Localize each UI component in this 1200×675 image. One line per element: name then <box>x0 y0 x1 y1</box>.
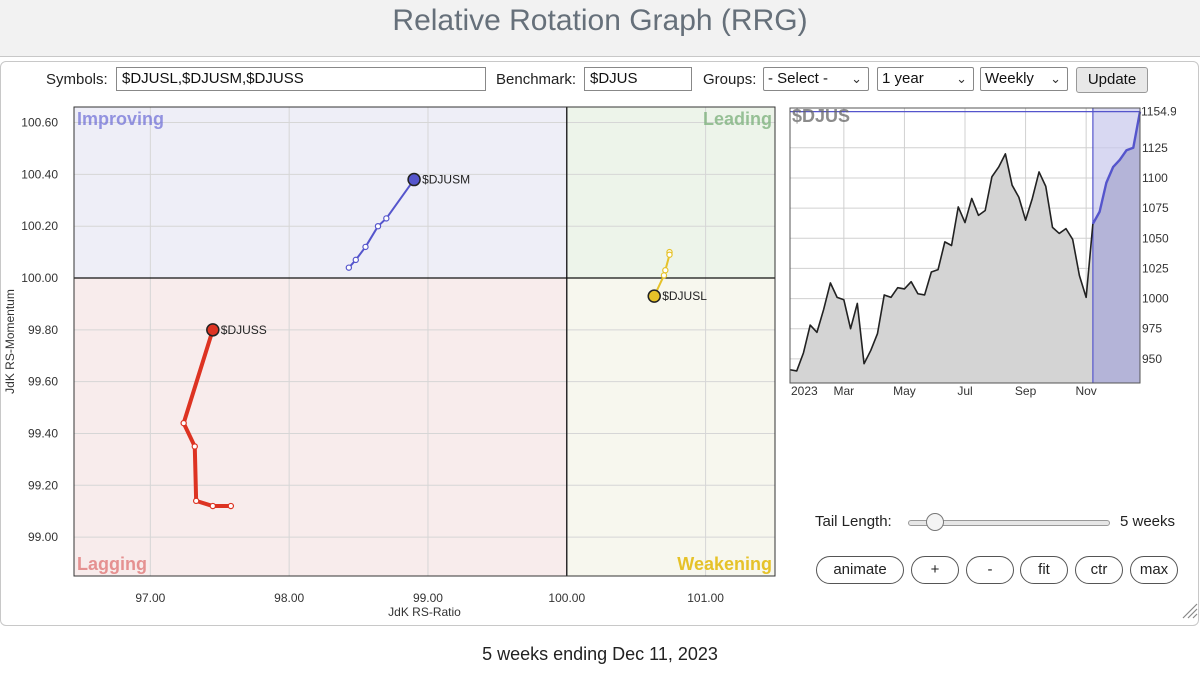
series-tail-point <box>374 222 382 230</box>
series-tail-point <box>352 256 359 264</box>
y-axis-title: JdK RS-Momentum <box>3 289 17 394</box>
price-y-tick-label: 1100 <box>1142 171 1168 185</box>
price-y-tick-label: 1025 <box>1142 261 1169 275</box>
benchmark-price-chart: 950 975 1000 1025 1050 1075 1100 1125 2023 Mar May… <box>789 105 1176 398</box>
series-tail-point <box>362 243 369 251</box>
rrg-chart: 97.00 98.00 99.00 100.00 101.00 99.00 99.20 99.… <box>3 106 776 619</box>
chevron-down-icon: ⌄ <box>851 71 862 86</box>
tail-length-label: Tail Length: <box>815 513 892 530</box>
series-head-point <box>407 172 421 187</box>
weakening-quadrant <box>566 278 775 576</box>
series-tail-point <box>191 443 198 450</box>
tail-slider-thumb[interactable] <box>926 513 945 531</box>
series-tail-point <box>660 272 668 279</box>
quadrant-label-weakening: Weakening <box>677 554 772 574</box>
tail-length-slider[interactable] <box>908 512 1112 532</box>
period-select[interactable]: 1 year ⌄ <box>877 67 974 91</box>
last-value-label: 1154.93 <box>1141 105 1176 119</box>
y-tick-label: 99.80 <box>28 323 58 337</box>
title-bar: Relative Rotation Graph (RRG) <box>0 0 1200 57</box>
x-tick-label: 99.00 <box>413 591 443 605</box>
price-x-tick-label: Sep <box>1015 384 1037 398</box>
series-tail-point <box>209 502 217 510</box>
series-tail-point <box>345 264 353 271</box>
x-axis-title: JdK RS-Ratio <box>388 605 461 619</box>
chevron-down-icon: ⌄ <box>1050 71 1061 86</box>
price-line-recent <box>1091 111 1142 225</box>
frequency-select-value: Weekly <box>985 70 1034 87</box>
price-line <box>789 153 1094 372</box>
y-tick-label: 100.00 <box>21 271 58 285</box>
price-x-tick-label: Nov <box>1075 384 1096 398</box>
price-x-tick-label: Jul <box>957 384 972 398</box>
quadrant-label-leading: Leading <box>703 109 772 129</box>
chevron-down-icon: ⌄ <box>956 71 967 86</box>
tail-slider-track[interactable] <box>908 520 1110 526</box>
y-tick-label: 99.40 <box>28 426 58 440</box>
price-x-tick-label: May <box>893 384 916 398</box>
update-button[interactable]: Update <box>1076 67 1148 93</box>
x-tick-label: 97.00 <box>135 591 165 605</box>
price-chart-title: $DJUS <box>792 106 850 126</box>
series-label: $DJUSS <box>221 323 267 337</box>
series-head-point <box>647 289 661 303</box>
series-label: $DJUSM <box>422 173 470 187</box>
quadrant-label-lagging: Lagging <box>77 554 147 574</box>
period-select-value: 1 year <box>882 70 924 87</box>
price-y-tick-label: 1050 <box>1142 231 1169 245</box>
series-tail-point <box>383 215 390 222</box>
series-tail-point <box>227 502 235 510</box>
x-tick-label: 101.00 <box>687 591 724 605</box>
price-plot-border <box>789 107 1141 384</box>
price-y-tick-label: 1125 <box>1142 141 1168 155</box>
benchmark-label: Benchmark: <box>496 71 577 88</box>
max-button[interactable]: max <box>1130 556 1178 584</box>
y-tick-label: 100.20 <box>21 219 58 233</box>
animate-button[interactable]: animate <box>816 556 904 584</box>
series-head-point <box>206 323 220 337</box>
y-tick-label: 100.60 <box>21 116 58 130</box>
symbols-input[interactable]: $DJUSL,$DJUSM,$DJUSS <box>116 67 486 91</box>
series-tail-point <box>666 251 673 258</box>
price-y-tick-label: 1075 <box>1142 201 1169 215</box>
footer-caption: 5 weeks ending Dec 11, 2023 <box>482 644 718 664</box>
groups-select-value: - Select - <box>768 70 829 87</box>
y-tick-label: 100.40 <box>21 167 58 181</box>
price-area <box>790 111 1140 384</box>
y-tick-label: 99.00 <box>28 530 58 544</box>
price-y-tick-label: 950 <box>1142 352 1162 366</box>
y-tick-label: 99.60 <box>28 375 58 389</box>
benchmark-input[interactable]: $DJUS <box>584 67 692 91</box>
tail-length-value: 5 weeks <box>1120 513 1176 530</box>
lagging-quadrant <box>74 278 567 576</box>
page-title: Relative Rotation Graph (RRG) <box>392 4 808 37</box>
symbols-label: Symbols: <box>46 71 108 88</box>
series-tail-point <box>180 419 187 427</box>
highlight-area <box>1092 111 1140 384</box>
resize-handle-icon[interactable] <box>1180 601 1198 619</box>
plot-border <box>73 106 776 577</box>
improving-quadrant <box>74 107 567 279</box>
price-y-tick-label: 1000 <box>1142 292 1169 306</box>
groups-label: Groups: <box>703 71 757 88</box>
series-tail-point <box>662 267 669 274</box>
series-tail-point <box>192 497 200 505</box>
x-tick-label: 98.00 <box>274 591 304 605</box>
fit-button[interactable]: fit <box>1020 556 1068 584</box>
series-label: $DJUSL <box>662 289 707 303</box>
x-tick-label: 100.00 <box>548 591 585 605</box>
price-y-tick-label: 975 <box>1142 322 1162 336</box>
y-tick-label: 99.20 <box>28 478 58 492</box>
quadrant-label-improving: Improving <box>77 109 164 129</box>
center-button[interactable]: ctr <box>1075 556 1123 584</box>
frequency-select[interactable]: Weekly ⌄ <box>980 67 1068 91</box>
zoom-in-button[interactable]: + <box>911 556 959 584</box>
price-x-tick-label: Mar <box>834 384 855 398</box>
price-x-tick-label: 2023 <box>791 384 818 398</box>
groups-select[interactable]: - Select - ⌄ <box>763 67 869 91</box>
zoom-out-button[interactable]: - <box>966 556 1014 584</box>
